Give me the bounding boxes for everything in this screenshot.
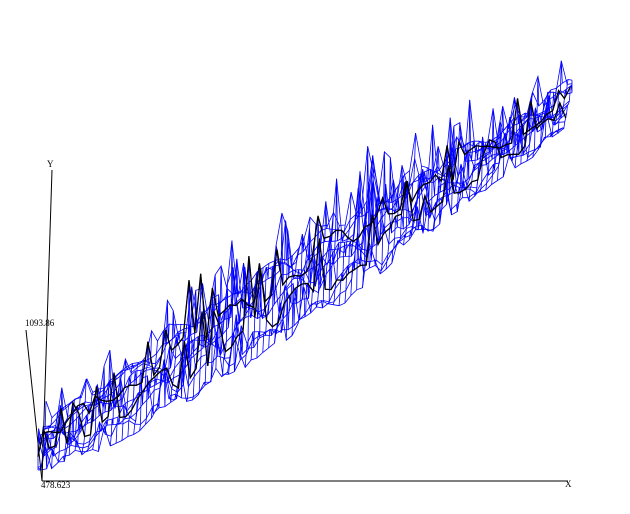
y-axis-line <box>41 169 53 482</box>
mesh-line <box>115 359 129 444</box>
mesh-line <box>303 224 317 317</box>
mesh-line <box>403 133 416 246</box>
mesh-line <box>409 166 422 240</box>
mesh-line <box>332 224 346 305</box>
mesh-line <box>162 310 176 407</box>
mesh-line <box>414 167 428 230</box>
mesh-line <box>168 324 182 403</box>
mesh-line <box>420 169 434 234</box>
y-tick-label-max: 1093.86 <box>25 318 55 328</box>
mesh-line <box>291 234 305 336</box>
ridge-line <box>37 100 567 457</box>
surface-ridge-lines <box>37 86 571 457</box>
mesh-line <box>74 378 88 451</box>
mesh-line <box>502 97 516 177</box>
mesh-line <box>68 395 82 456</box>
mesh-line <box>280 230 293 333</box>
mesh-line <box>373 151 387 266</box>
mesh-line <box>244 256 258 368</box>
mesh-line <box>109 370 123 446</box>
y-axis-label: Y <box>47 159 54 169</box>
mesh-line <box>133 356 147 435</box>
mesh-line <box>57 403 70 464</box>
mesh-line <box>256 263 270 359</box>
mesh-line <box>526 76 540 162</box>
mesh-line <box>379 157 393 275</box>
mesh-line <box>180 280 194 399</box>
mesh-line <box>344 212 358 304</box>
mesh-line <box>467 140 481 202</box>
mesh-line <box>156 300 170 408</box>
mesh-line <box>532 99 546 158</box>
mesh-line <box>385 179 399 270</box>
mesh-line <box>426 124 440 233</box>
mesh-line <box>80 392 94 455</box>
x-axis-label: X <box>565 479 572 489</box>
y-tick-label-min: 478.623 <box>41 480 71 490</box>
mesh-line <box>461 99 475 198</box>
mesh-line <box>450 122 463 215</box>
mesh-line <box>285 248 299 341</box>
mesh-line <box>274 212 287 344</box>
mesh-line <box>262 260 276 353</box>
mesh-line <box>338 192 352 306</box>
mesh-line <box>186 290 199 402</box>
mesh-line <box>209 265 223 383</box>
mesh-line <box>233 262 246 372</box>
axes: X Y 1093.86 478.623 <box>25 159 572 490</box>
depth-axis-line <box>25 329 43 482</box>
mesh-line <box>368 180 381 269</box>
mesh-line <box>174 324 188 400</box>
mesh-line <box>227 258 240 375</box>
mesh-line <box>121 363 135 441</box>
ridge-line <box>42 86 571 435</box>
mesh-line <box>544 88 557 139</box>
mesh-line <box>268 245 282 348</box>
mesh-line <box>221 240 234 377</box>
mesh-line <box>391 165 405 264</box>
mesh-line <box>92 383 106 450</box>
mesh-line <box>145 341 158 425</box>
mesh-line <box>473 142 487 197</box>
mesh-line <box>362 155 375 288</box>
mesh-line <box>561 80 573 130</box>
wireframe-surface <box>37 60 573 471</box>
mesh-line <box>549 60 563 138</box>
mesh-line <box>215 288 229 369</box>
mesh-line <box>192 273 205 401</box>
mesh-line <box>444 117 458 205</box>
mesh-line <box>356 146 370 290</box>
mesh-line <box>555 79 569 135</box>
mesh-line <box>514 113 528 168</box>
mesh-line <box>491 106 504 185</box>
mesh-line <box>297 217 311 324</box>
mesh-line <box>127 361 140 437</box>
mesh-line <box>350 171 364 296</box>
mesh-line <box>321 212 334 309</box>
